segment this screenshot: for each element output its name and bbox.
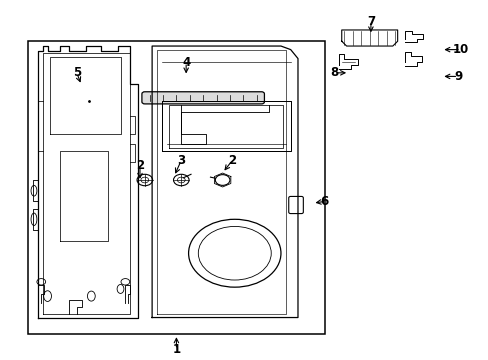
Text: 9: 9 (453, 70, 462, 83)
Text: 4: 4 (182, 55, 190, 69)
Text: 1: 1 (172, 343, 180, 356)
Text: 3: 3 (177, 154, 185, 167)
Text: 10: 10 (452, 43, 468, 56)
Text: 2: 2 (228, 154, 236, 167)
Text: 6: 6 (320, 195, 328, 208)
Text: 8: 8 (330, 66, 338, 79)
Bar (28, 41, 324, 334)
Text: 2: 2 (136, 159, 144, 172)
Text: 7: 7 (366, 14, 374, 27)
FancyBboxPatch shape (142, 92, 264, 104)
Text: 5: 5 (73, 66, 81, 79)
